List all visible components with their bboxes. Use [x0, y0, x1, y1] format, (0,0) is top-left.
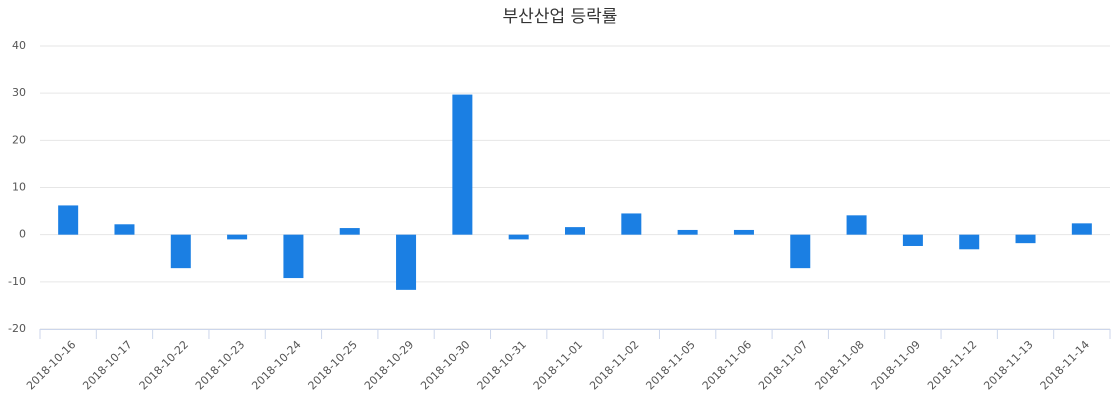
bar	[114, 224, 135, 235]
bar	[283, 234, 304, 279]
bar	[621, 213, 642, 235]
x-tick-label: 2018-11-05	[643, 338, 697, 392]
y-tick-label: 30	[12, 86, 26, 99]
bar	[733, 229, 754, 235]
x-tick-label: 2018-10-31	[475, 338, 529, 392]
x-tick-label: 2018-10-25	[306, 338, 360, 392]
x-tick-label: 2018-11-12	[925, 338, 979, 392]
x-tick-label: 2018-11-08	[812, 338, 866, 392]
x-tick-label: 2018-11-06	[700, 338, 754, 392]
x-tick-label: 2018-10-30	[418, 338, 472, 392]
bar	[902, 234, 923, 246]
x-tick-label: 2018-11-14	[1038, 338, 1092, 392]
bar	[170, 234, 191, 269]
x-tick-label: 2018-11-13	[981, 338, 1035, 392]
bar	[959, 234, 980, 250]
bar	[58, 205, 79, 235]
y-tick-label: 0	[19, 228, 26, 241]
bar	[339, 228, 360, 235]
bar	[396, 234, 417, 290]
y-tick-label: -10	[8, 275, 26, 288]
bar	[1071, 223, 1092, 235]
x-tick-label: 2018-11-02	[587, 338, 641, 392]
bar	[452, 94, 473, 235]
y-tick-label: -20	[8, 322, 26, 335]
chart-title: 부산산업 등락률	[503, 7, 618, 27]
x-tick-label: 2018-10-23	[193, 338, 247, 392]
bar	[227, 234, 248, 240]
bar	[1015, 234, 1036, 244]
bar	[677, 229, 698, 235]
bar	[565, 227, 585, 235]
bar	[790, 234, 811, 269]
y-tick-label: 40	[12, 39, 26, 52]
x-tick-label: 2018-10-17	[80, 338, 134, 392]
x-tick-label: 2018-10-24	[249, 338, 303, 392]
bar	[508, 234, 529, 240]
x-tick-label: 2018-11-09	[869, 338, 923, 392]
x-tick-label: 2018-11-01	[531, 338, 585, 392]
x-tick-label: 2018-10-22	[137, 338, 191, 392]
y-tick-label: 10	[12, 181, 26, 194]
x-tick-label: 2018-10-29	[362, 338, 416, 392]
y-tick-label: 20	[12, 133, 26, 146]
x-tick-label: 2018-11-07	[756, 338, 810, 392]
x-tick-label: 2018-10-16	[24, 338, 78, 392]
bar	[846, 215, 867, 235]
